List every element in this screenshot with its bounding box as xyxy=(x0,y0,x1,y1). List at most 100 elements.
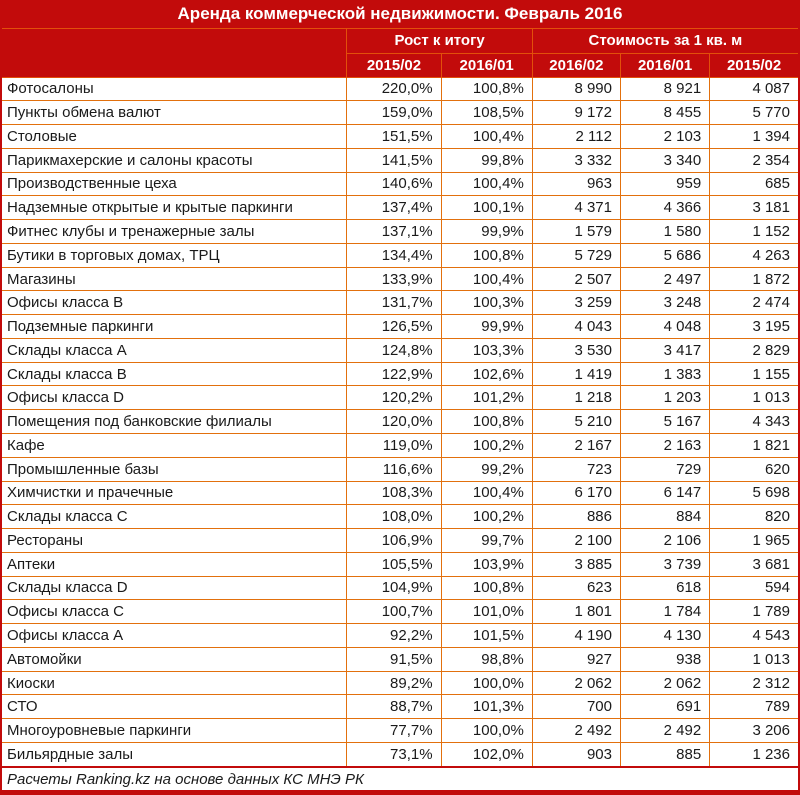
growth-2016-01-cell: 100,4% xyxy=(440,124,533,149)
table-row: Офисы класса C 100,7% 101,0% 1 801 1 784… xyxy=(0,599,800,625)
growth-2015-02-cell: 120,2% xyxy=(346,385,442,411)
category-cell: Офисы класса D xyxy=(0,385,348,411)
price-2016-01-cell: 729 xyxy=(619,456,711,482)
category-cell: Парикмахерские и салоны красоты xyxy=(0,147,348,173)
growth-2015-02-cell: 126,5% xyxy=(346,314,442,339)
price-2016-01-cell: 691 xyxy=(619,694,711,720)
price-2016-02-cell: 963 xyxy=(531,171,621,197)
price-2016-02-cell: 4 371 xyxy=(531,195,621,221)
price-2016-01-cell: 8 455 xyxy=(619,100,711,126)
price-2016-02-cell: 3 332 xyxy=(531,147,621,173)
page-title: Аренда коммерческой недвижимости. Феврал… xyxy=(1,0,799,29)
growth-2015-02-cell: 137,1% xyxy=(346,219,442,244)
growth-2016-01-cell: 99,9% xyxy=(440,314,533,339)
growth-2015-02-cell: 106,9% xyxy=(346,528,442,553)
category-cell: Химчистки и прачечные xyxy=(0,480,348,506)
category-cell: Фотосалоны xyxy=(0,76,348,102)
price-2016-02-cell: 5 210 xyxy=(531,409,621,434)
price-group-header: Стоимость за 1 кв. м xyxy=(531,27,800,54)
price-2015-02-cell: 685 xyxy=(709,171,800,197)
table-row: Фитнес клубы и тренажерные залы 137,1% 9… xyxy=(0,219,800,244)
growth-2015-02-cell: 137,4% xyxy=(346,195,442,221)
growth-2015-02-cell: 119,0% xyxy=(346,432,442,458)
growth-2016-01-cell: 99,8% xyxy=(440,147,533,173)
price-col-header-2016-02: 2016/02 xyxy=(531,52,621,78)
growth-2015-02-cell: 91,5% xyxy=(346,646,442,672)
price-2016-01-cell: 938 xyxy=(619,646,711,672)
price-2016-01-cell: 2 497 xyxy=(619,266,711,292)
category-cell: Автомойки xyxy=(0,646,348,672)
growth-2015-02-cell: 133,9% xyxy=(346,266,442,292)
price-2016-01-cell: 4 048 xyxy=(619,314,711,339)
growth-2016-01-cell: 100,1% xyxy=(440,195,533,221)
price-2016-01-cell: 4 130 xyxy=(619,623,711,648)
category-cell: Склады класса C xyxy=(0,504,348,530)
price-2015-02-cell: 4 263 xyxy=(709,242,800,268)
price-2016-02-cell: 9 172 xyxy=(531,100,621,126)
price-2016-01-cell: 618 xyxy=(619,575,711,601)
table-row: СТО 88,7% 101,3% 700 691 789 xyxy=(0,694,800,720)
growth-2016-01-cell: 100,8% xyxy=(440,76,533,102)
source-note-row: Расчеты Ranking.kz на основе данных КС М… xyxy=(1,766,799,790)
price-2015-02-cell: 3 206 xyxy=(709,718,800,743)
price-2015-02-cell: 620 xyxy=(709,456,800,482)
growth-2016-01-cell: 99,2% xyxy=(440,456,533,482)
category-cell: Производственные цеха xyxy=(0,171,348,197)
category-cell: Промышленные базы xyxy=(0,456,348,482)
growth-2015-02-cell: 104,9% xyxy=(346,575,442,601)
bottom-red-bar xyxy=(0,790,800,795)
category-cell: Склады класса A xyxy=(0,337,348,363)
price-2016-02-cell: 1 579 xyxy=(531,219,621,244)
table-row: Склады класса B 122,9% 102,6% 1 419 1 38… xyxy=(0,361,800,387)
table-body: Фотосалоны 220,0% 100,8% 8 990 8 921 4 0… xyxy=(0,76,800,768)
category-cell: Рестораны xyxy=(0,528,348,553)
price-2016-01-cell: 6 147 xyxy=(619,480,711,506)
growth-2015-02-cell: 89,2% xyxy=(346,670,442,696)
price-2016-01-cell: 3 739 xyxy=(619,551,711,577)
table-row: Офисы класса B 131,7% 100,3% 3 259 3 248… xyxy=(0,290,800,316)
table-row: Аптеки 105,5% 103,9% 3 885 3 739 3 681 xyxy=(0,551,800,577)
price-2016-02-cell: 6 170 xyxy=(531,480,621,506)
price-2015-02-cell: 1 872 xyxy=(709,266,800,292)
price-2016-01-cell: 959 xyxy=(619,171,711,197)
table-row: Помещения под банковские филиалы 120,0% … xyxy=(0,409,800,434)
price-2015-02-cell: 594 xyxy=(709,575,800,601)
category-cell: Кафе xyxy=(0,432,348,458)
price-2016-01-cell: 2 062 xyxy=(619,670,711,696)
price-2016-01-cell: 3 248 xyxy=(619,290,711,316)
price-2015-02-cell: 3 681 xyxy=(709,551,800,577)
growth-2016-01-cell: 100,4% xyxy=(440,266,533,292)
price-2015-02-cell: 820 xyxy=(709,504,800,530)
growth-2016-01-cell: 102,0% xyxy=(440,741,533,768)
price-2015-02-cell: 1 821 xyxy=(709,432,800,458)
price-2015-02-cell: 3 195 xyxy=(709,314,800,339)
price-2015-02-cell: 4 543 xyxy=(709,623,800,648)
growth-2015-02-cell: 120,0% xyxy=(346,409,442,434)
price-2015-02-cell: 1 789 xyxy=(709,599,800,625)
price-2016-02-cell: 3 259 xyxy=(531,290,621,316)
growth-2016-01-cell: 100,0% xyxy=(440,670,533,696)
growth-2016-01-cell: 103,3% xyxy=(440,337,533,363)
growth-2015-02-cell: 122,9% xyxy=(346,361,442,387)
category-cell: Бутики в торговых домах, ТРЦ xyxy=(0,242,348,268)
price-2016-01-cell: 2 103 xyxy=(619,124,711,149)
price-2016-02-cell: 2 112 xyxy=(531,124,621,149)
price-2016-01-cell: 5 167 xyxy=(619,409,711,434)
growth-2015-02-cell: 151,5% xyxy=(346,124,442,149)
growth-2016-01-cell: 98,8% xyxy=(440,646,533,672)
corner-cell xyxy=(1,27,348,78)
category-cell: Столовые xyxy=(0,124,348,149)
table-row: Киоски 89,2% 100,0% 2 062 2 062 2 312 xyxy=(0,670,800,696)
table-row: Бутики в торговых домах, ТРЦ 134,4% 100,… xyxy=(0,242,800,268)
category-cell: Склады класса D xyxy=(0,575,348,601)
price-2016-01-cell: 2 106 xyxy=(619,528,711,553)
category-cell: Офисы класса B xyxy=(0,290,348,316)
price-2015-02-cell: 2 312 xyxy=(709,670,800,696)
growth-2016-01-cell: 100,2% xyxy=(440,432,533,458)
price-2016-01-cell: 1 203 xyxy=(619,385,711,411)
growth-2016-01-cell: 99,7% xyxy=(440,528,533,553)
category-cell: Помещения под банковские филиалы xyxy=(0,409,348,434)
table-row: Офисы класса D 120,2% 101,2% 1 218 1 203… xyxy=(0,385,800,411)
table-row: Склады класса D 104,9% 100,8% 623 618 59… xyxy=(0,575,800,601)
